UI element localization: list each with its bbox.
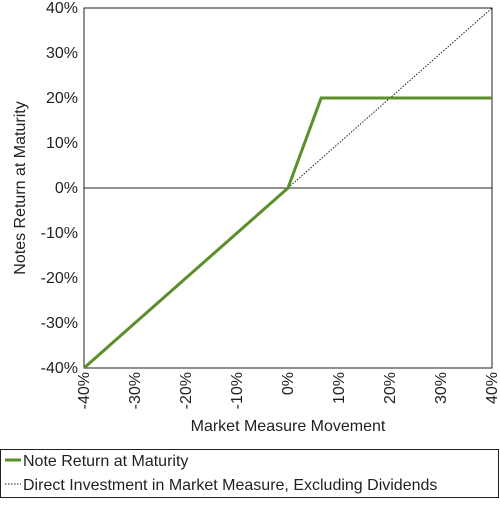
y-tick-label: 20% [46, 90, 78, 107]
y-tick-label: 30% [46, 45, 78, 62]
x-tick-label: -20% [178, 372, 195, 409]
x-tick-label: 40% [484, 372, 500, 404]
y-tick-label: 40% [46, 0, 78, 17]
x-tick-label: 0% [280, 372, 297, 395]
y-tick-label: 0% [55, 180, 78, 197]
legend: Note Return at Maturity Direct Investmen… [0, 449, 499, 498]
series-layer [83, 7, 493, 370]
legend-label-direct-investment: Direct Investment in Market Measure, Exc… [23, 477, 437, 494]
series-line-note-return [83, 96, 492, 370]
x-tick-label: -40% [76, 372, 93, 409]
y-tick-label: -30% [41, 315, 78, 332]
x-tick-label: -30% [127, 372, 144, 409]
legend-label-note-return: Note Return at Maturity [23, 453, 188, 470]
x-tick-label: 10% [331, 372, 348, 404]
y-tick-label: -40% [41, 360, 78, 377]
x-tick-label: 30% [433, 372, 450, 404]
y-tick-label: -20% [41, 270, 78, 287]
legend-box [0, 449, 499, 498]
x-axis-title: Market Measure Movement [191, 418, 386, 435]
x-tick-label: -10% [229, 372, 246, 409]
x-tick-label: 20% [382, 372, 399, 404]
y-tick-label: 10% [46, 135, 78, 152]
y-tick-label: -10% [41, 225, 78, 242]
tick-labels: 40% 30% 20% 10% 0% -10% -20% -30% -40%-40% -30% -2… [41, 0, 500, 409]
y-axis-title: Notes Return at Maturity [12, 101, 29, 274]
